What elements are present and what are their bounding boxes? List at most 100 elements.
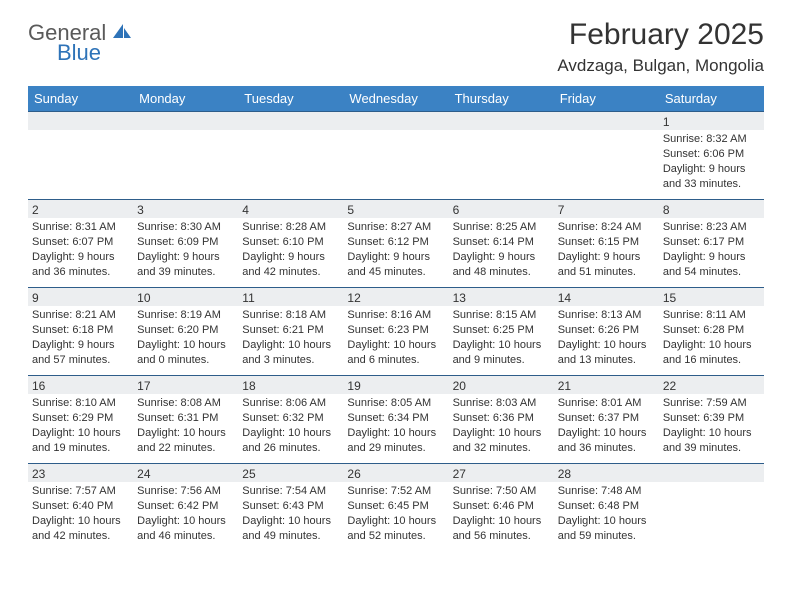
day-line: Sunset: 6:36 PM [453,411,550,426]
day-line: Sunset: 6:40 PM [32,499,129,514]
day-number: 20 [449,376,554,394]
day-line: Daylight: 9 hours and 51 minutes. [558,250,655,280]
day-number: 4 [238,200,343,218]
calendar-day: 21Sunrise: 8:01 AMSunset: 6:37 PMDayligh… [554,376,659,464]
day-number: 18 [238,376,343,394]
day-number: 14 [554,288,659,306]
weekday-header: Tuesday [238,86,343,112]
calendar-day: 25Sunrise: 7:54 AMSunset: 6:43 PMDayligh… [238,464,343,552]
calendar-head: SundayMondayTuesdayWednesdayThursdayFrid… [28,86,764,112]
day-line: Sunset: 6:25 PM [453,323,550,338]
calendar-week: 16Sunrise: 8:10 AMSunset: 6:29 PMDayligh… [28,376,764,464]
calendar-day: 11Sunrise: 8:18 AMSunset: 6:21 PMDayligh… [238,288,343,376]
day-number: 15 [659,288,764,306]
day-line: Daylight: 10 hours and 56 minutes. [453,514,550,544]
day-number: 23 [28,464,133,482]
brand-word-2: Blue [57,40,101,66]
calendar-day-empty [554,112,659,200]
header-row: General Blue February 2025 Avdzaga, Bulg… [28,18,764,76]
calendar-day-empty [133,112,238,200]
day-line: Sunrise: 7:57 AM [32,484,129,499]
calendar-table: SundayMondayTuesdayWednesdayThursdayFrid… [28,86,764,552]
day-details: Sunrise: 8:24 AMSunset: 6:15 PMDaylight:… [554,218,659,283]
day-line: Sunrise: 8:30 AM [137,220,234,235]
calendar-day: 28Sunrise: 7:48 AMSunset: 6:48 PMDayligh… [554,464,659,552]
day-details: Sunrise: 8:05 AMSunset: 6:34 PMDaylight:… [343,394,448,459]
day-line: Sunset: 6:37 PM [558,411,655,426]
day-details: Sunrise: 8:27 AMSunset: 6:12 PMDaylight:… [343,218,448,283]
day-number: 16 [28,376,133,394]
day-line: Sunset: 6:21 PM [242,323,339,338]
weekday-header: Thursday [449,86,554,112]
calendar-body: 1Sunrise: 8:32 AMSunset: 6:06 PMDaylight… [28,112,764,552]
weekday-header: Wednesday [343,86,448,112]
day-number: 28 [554,464,659,482]
day-line: Sunrise: 8:13 AM [558,308,655,323]
day-line: Daylight: 9 hours and 39 minutes. [137,250,234,280]
day-line: Sunrise: 8:28 AM [242,220,339,235]
day-line: Sunrise: 7:59 AM [663,396,760,411]
day-line: Daylight: 10 hours and 59 minutes. [558,514,655,544]
calendar-week: 1Sunrise: 8:32 AMSunset: 6:06 PMDaylight… [28,112,764,200]
day-details: Sunrise: 7:59 AMSunset: 6:39 PMDaylight:… [659,394,764,459]
day-details: Sunrise: 8:31 AMSunset: 6:07 PMDaylight:… [28,218,133,283]
day-line: Sunset: 6:10 PM [242,235,339,250]
day-number: 11 [238,288,343,306]
day-line: Daylight: 10 hours and 13 minutes. [558,338,655,368]
day-details: Sunrise: 8:10 AMSunset: 6:29 PMDaylight:… [28,394,133,459]
day-line: Sunset: 6:28 PM [663,323,760,338]
calendar-day-empty [659,464,764,552]
day-line: Sunrise: 8:32 AM [663,132,760,147]
day-line: Sunset: 6:34 PM [347,411,444,426]
day-line: Daylight: 10 hours and 42 minutes. [32,514,129,544]
day-line: Sunrise: 8:19 AM [137,308,234,323]
day-details: Sunrise: 8:21 AMSunset: 6:18 PMDaylight:… [28,306,133,371]
calendar-day: 23 Sunrise: 7:57 AMSunset: 6:40 PMDayligh… [28,464,133,552]
day-line: Daylight: 10 hours and 22 minutes. [137,426,234,456]
day-line: Sunrise: 8:08 AM [137,396,234,411]
day-number [449,112,554,130]
day-line: Sunset: 6:12 PM [347,235,444,250]
calendar-day: 19Sunrise: 8:05 AMSunset: 6:34 PMDayligh… [343,376,448,464]
day-number: 21 [554,376,659,394]
calendar-day: 3Sunrise: 8:30 AMSunset: 6:09 PMDaylight… [133,200,238,288]
calendar-day: 27Sunrise: 7:50 AMSunset: 6:46 PMDayligh… [449,464,554,552]
calendar-day: 12Sunrise: 8:16 AMSunset: 6:23 PMDayligh… [343,288,448,376]
day-details: Sunrise: 8:15 AMSunset: 6:25 PMDaylight:… [449,306,554,371]
day-line: Daylight: 10 hours and 32 minutes. [453,426,550,456]
day-details: Sunrise: 7:56 AMSunset: 6:42 PMDaylight:… [133,482,238,547]
day-line: Sunrise: 8:05 AM [347,396,444,411]
day-details: Sunrise: 8:01 AMSunset: 6:37 PMDaylight:… [554,394,659,459]
day-line: Sunrise: 8:21 AM [32,308,129,323]
day-line: Daylight: 9 hours and 57 minutes. [32,338,129,368]
day-line: Daylight: 10 hours and 26 minutes. [242,426,339,456]
day-details: Sunrise: 7:52 AMSunset: 6:45 PMDaylight:… [343,482,448,547]
calendar-day: 7Sunrise: 8:24 AMSunset: 6:15 PMDaylight… [554,200,659,288]
day-number: 13 [449,288,554,306]
day-line: Daylight: 9 hours and 33 minutes. [663,162,760,192]
day-line: Sunset: 6:39 PM [663,411,760,426]
month-title: February 2025 [557,18,764,52]
day-number: 9 [28,288,133,306]
brand-logo: General Blue [28,20,133,46]
day-line: Sunrise: 8:25 AM [453,220,550,235]
calendar-week: 9Sunrise: 8:21 AMSunset: 6:18 PMDaylight… [28,288,764,376]
calendar-day: 13Sunrise: 8:15 AMSunset: 6:25 PMDayligh… [449,288,554,376]
day-line: Daylight: 10 hours and 0 minutes. [137,338,234,368]
day-number: 8 [659,200,764,218]
day-line: Sunset: 6:26 PM [558,323,655,338]
day-line: Daylight: 10 hours and 29 minutes. [347,426,444,456]
day-line: Sunrise: 8:03 AM [453,396,550,411]
day-line: Daylight: 10 hours and 39 minutes. [663,426,760,456]
calendar-day: 5Sunrise: 8:27 AMSunset: 6:12 PMDaylight… [343,200,448,288]
day-line: Daylight: 10 hours and 19 minutes. [32,426,129,456]
day-number [343,112,448,130]
weekday-header: Saturday [659,86,764,112]
day-line: Sunset: 6:43 PM [242,499,339,514]
day-line: Sunset: 6:48 PM [558,499,655,514]
day-line: Sunset: 6:07 PM [32,235,129,250]
day-line: Sunset: 6:20 PM [137,323,234,338]
day-number: 27 [449,464,554,482]
weekday-header: Monday [133,86,238,112]
day-details: Sunrise: 8:28 AMSunset: 6:10 PMDaylight:… [238,218,343,283]
